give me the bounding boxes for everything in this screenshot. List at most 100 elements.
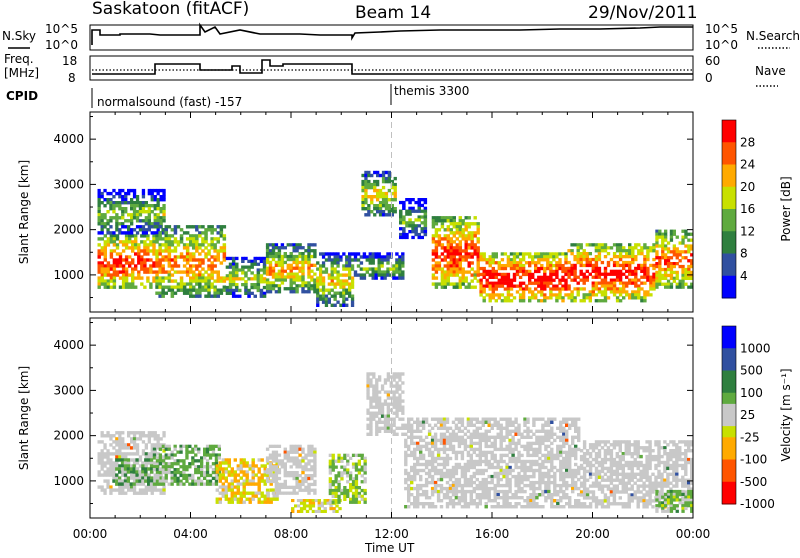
scatter-cell (313, 462, 316, 465)
scatter-cell (137, 255, 140, 258)
scatter-cell (667, 247, 670, 250)
scatter-cell (121, 431, 124, 434)
scatter-cell (104, 267, 107, 270)
scatter-cell (101, 216, 104, 219)
scatter-cell (183, 286, 187, 289)
scatter-cell (461, 499, 464, 502)
scatter-cell (143, 264, 146, 267)
scatter-cell (452, 481, 455, 484)
scatter-cell (241, 257, 245, 260)
scatter-cell (191, 477, 194, 480)
scatter-cell (517, 439, 520, 442)
scatter-cell (303, 504, 306, 507)
scatter-cell (508, 439, 511, 442)
scatter-cell (537, 279, 540, 282)
scatter-cell (200, 474, 203, 477)
scatter-cell (269, 290, 272, 293)
scatter-cell (133, 482, 136, 485)
scatter-cell (424, 201, 428, 204)
scatter-cell (485, 451, 488, 454)
scatter-cell (673, 230, 676, 233)
scatter-cell (204, 246, 208, 249)
scatter-cell (156, 445, 159, 448)
scatter-cell (148, 440, 151, 443)
scatter-cell (146, 249, 149, 252)
scatter-cell (422, 427, 425, 430)
scatter-cell (564, 258, 567, 261)
scatter-cell (145, 204, 148, 207)
scatter-cell (143, 234, 146, 237)
nave-tick-bottom: 0 (705, 71, 713, 85)
scatter-cell (346, 468, 349, 471)
scatter-cell (395, 403, 398, 406)
scatter-cell (453, 264, 456, 267)
scatter-cell (450, 267, 453, 270)
scatter-cell (234, 473, 237, 476)
scatter-cell (379, 213, 382, 216)
scatter-cell (573, 273, 576, 276)
scatter-cell (195, 279, 199, 282)
scatter-cell (234, 492, 237, 495)
scatter-cell (186, 246, 190, 249)
scatter-cell (595, 261, 598, 264)
scatter-cell (505, 484, 508, 487)
scatter-cell (269, 454, 272, 457)
scatter-cell (483, 267, 486, 270)
scatter-cell (301, 451, 304, 454)
scatter-cell (540, 285, 543, 288)
scatter-cell (203, 483, 206, 486)
scatter-cell (165, 276, 169, 279)
scatter-cell (197, 483, 200, 486)
scatter-cell (619, 264, 622, 267)
scatter-cell (281, 246, 284, 249)
scatter-cell (513, 261, 516, 264)
scatter-cell (456, 231, 459, 234)
scatter-cell (159, 453, 162, 456)
scatter-cell (607, 296, 610, 299)
scatter-cell (364, 189, 367, 192)
scatter-cell (452, 466, 455, 469)
scatter-cell (348, 286, 351, 289)
scatter-cell (257, 283, 261, 286)
scatter-cell (155, 255, 159, 258)
scatter-cell (118, 476, 121, 479)
scatter-cell (158, 279, 162, 282)
scatter-cell (505, 421, 508, 424)
scatter-cell (339, 292, 342, 295)
y-tick-label: 2000 (53, 223, 84, 237)
scatter-cell (177, 264, 181, 267)
scatter-cell (485, 478, 488, 481)
scatter-cell (281, 270, 284, 273)
scatter-cell (148, 207, 151, 210)
scatter-cell (213, 292, 217, 295)
scatter-cell (462, 267, 465, 270)
scatter-cell (655, 274, 658, 277)
scatter-cell (215, 483, 218, 486)
scatter-cell (148, 485, 151, 488)
scatter-cell (529, 475, 532, 478)
scatter-cell (511, 424, 514, 427)
scatter-cell (495, 270, 498, 273)
scatter-cell (272, 468, 275, 471)
scatter-cell (532, 442, 535, 445)
scatter-cell (437, 478, 440, 481)
cpid-program-2: themis 3300 (394, 84, 469, 98)
scatter-cell (218, 456, 221, 459)
scatter-cell (284, 270, 287, 273)
scatter-cell (198, 246, 202, 249)
scatter-cell (604, 270, 607, 273)
scatter-cell (183, 264, 187, 267)
scatter-cell (246, 482, 249, 485)
scatter-cell (513, 252, 516, 255)
scatter-cell (376, 171, 379, 174)
scatter-cell (284, 451, 287, 454)
scatter-cell (643, 276, 646, 279)
scatter-cell (130, 219, 133, 222)
scatter-cell (159, 445, 162, 448)
scatter-cell (180, 282, 184, 285)
scatter-cell (459, 276, 462, 279)
scatter-cell (287, 492, 290, 495)
scatter-cell (309, 502, 312, 505)
scatter-cell (402, 207, 406, 210)
scatter-cell (301, 252, 304, 255)
